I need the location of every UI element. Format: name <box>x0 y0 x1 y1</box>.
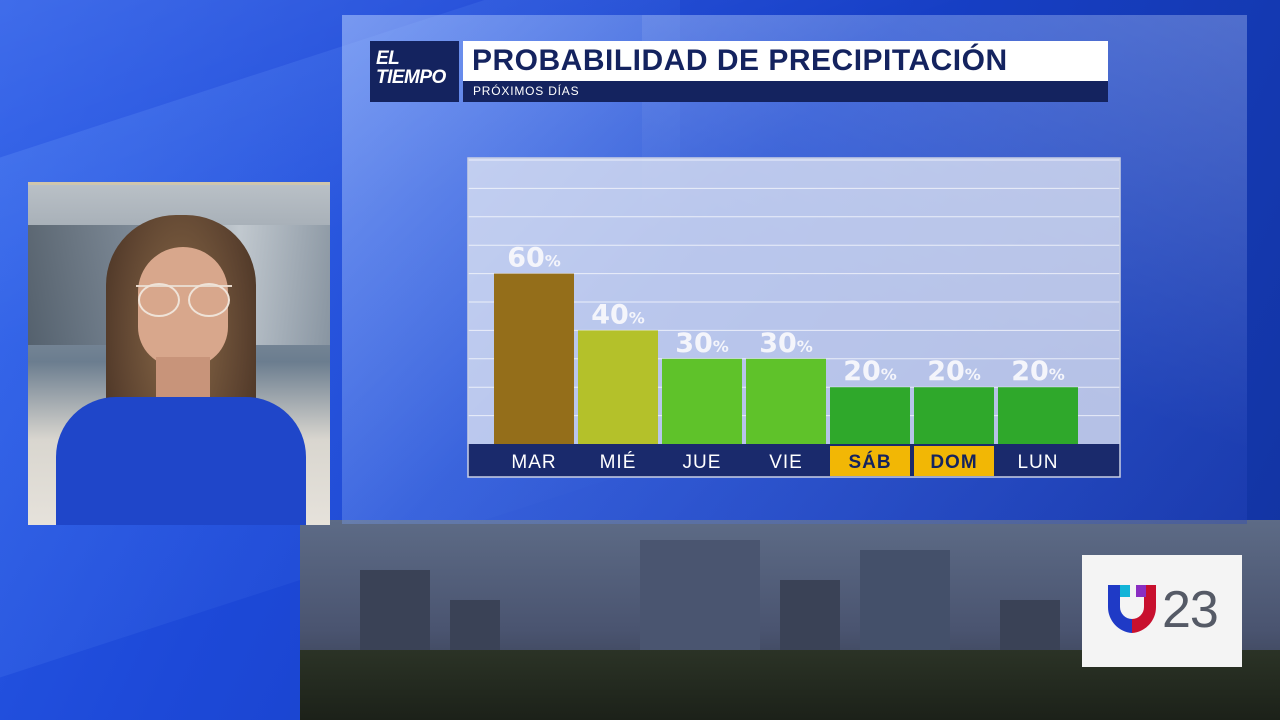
value-label-2: 30% <box>675 328 729 359</box>
bar-4 <box>830 387 910 444</box>
presenter-video <box>28 182 330 525</box>
station-number: 23 <box>1162 581 1219 639</box>
value-label-6: 20% <box>1011 356 1065 387</box>
bar-6 <box>998 387 1078 444</box>
value-label-4: 20% <box>843 356 897 387</box>
category-label-5: DOM <box>930 452 977 473</box>
value-label-3: 30% <box>759 328 813 359</box>
el-tiempo-logo: EL TIEMPO <box>370 41 459 102</box>
category-strip <box>468 444 1120 477</box>
chart-title: PROBABILIDAD DE PRECIPITACIÓN <box>463 41 1108 81</box>
category-label-6: LUN <box>1017 452 1058 473</box>
univision-23-logo: 23 <box>1082 555 1242 667</box>
bar-5 <box>914 387 994 444</box>
bar-2 <box>662 358 742 444</box>
value-label-0: 60% <box>507 243 561 274</box>
bar-0 <box>494 273 574 444</box>
univision-u-icon <box>1107 585 1157 633</box>
logo-line-2: TIEMPO <box>376 67 446 88</box>
category-label-3: VIE <box>769 452 803 473</box>
category-label-4: SÁB <box>848 451 891 473</box>
weekend-label-bg-4 <box>830 446 910 476</box>
bar-1 <box>578 330 658 444</box>
bar-3 <box>746 358 826 444</box>
category-label-2: JUE <box>683 452 722 473</box>
category-label-0: MAR <box>511 452 556 473</box>
value-label-5: 20% <box>927 356 981 387</box>
logo-line-1: EL <box>376 48 400 69</box>
category-label-1: MIÉ <box>600 452 637 473</box>
weekend-label-bg-5 <box>914 446 994 476</box>
plot-border <box>467 157 1121 478</box>
value-label-1: 40% <box>591 299 645 330</box>
chart-subtitle: PRÓXIMOS DÍAS <box>463 81 1108 102</box>
